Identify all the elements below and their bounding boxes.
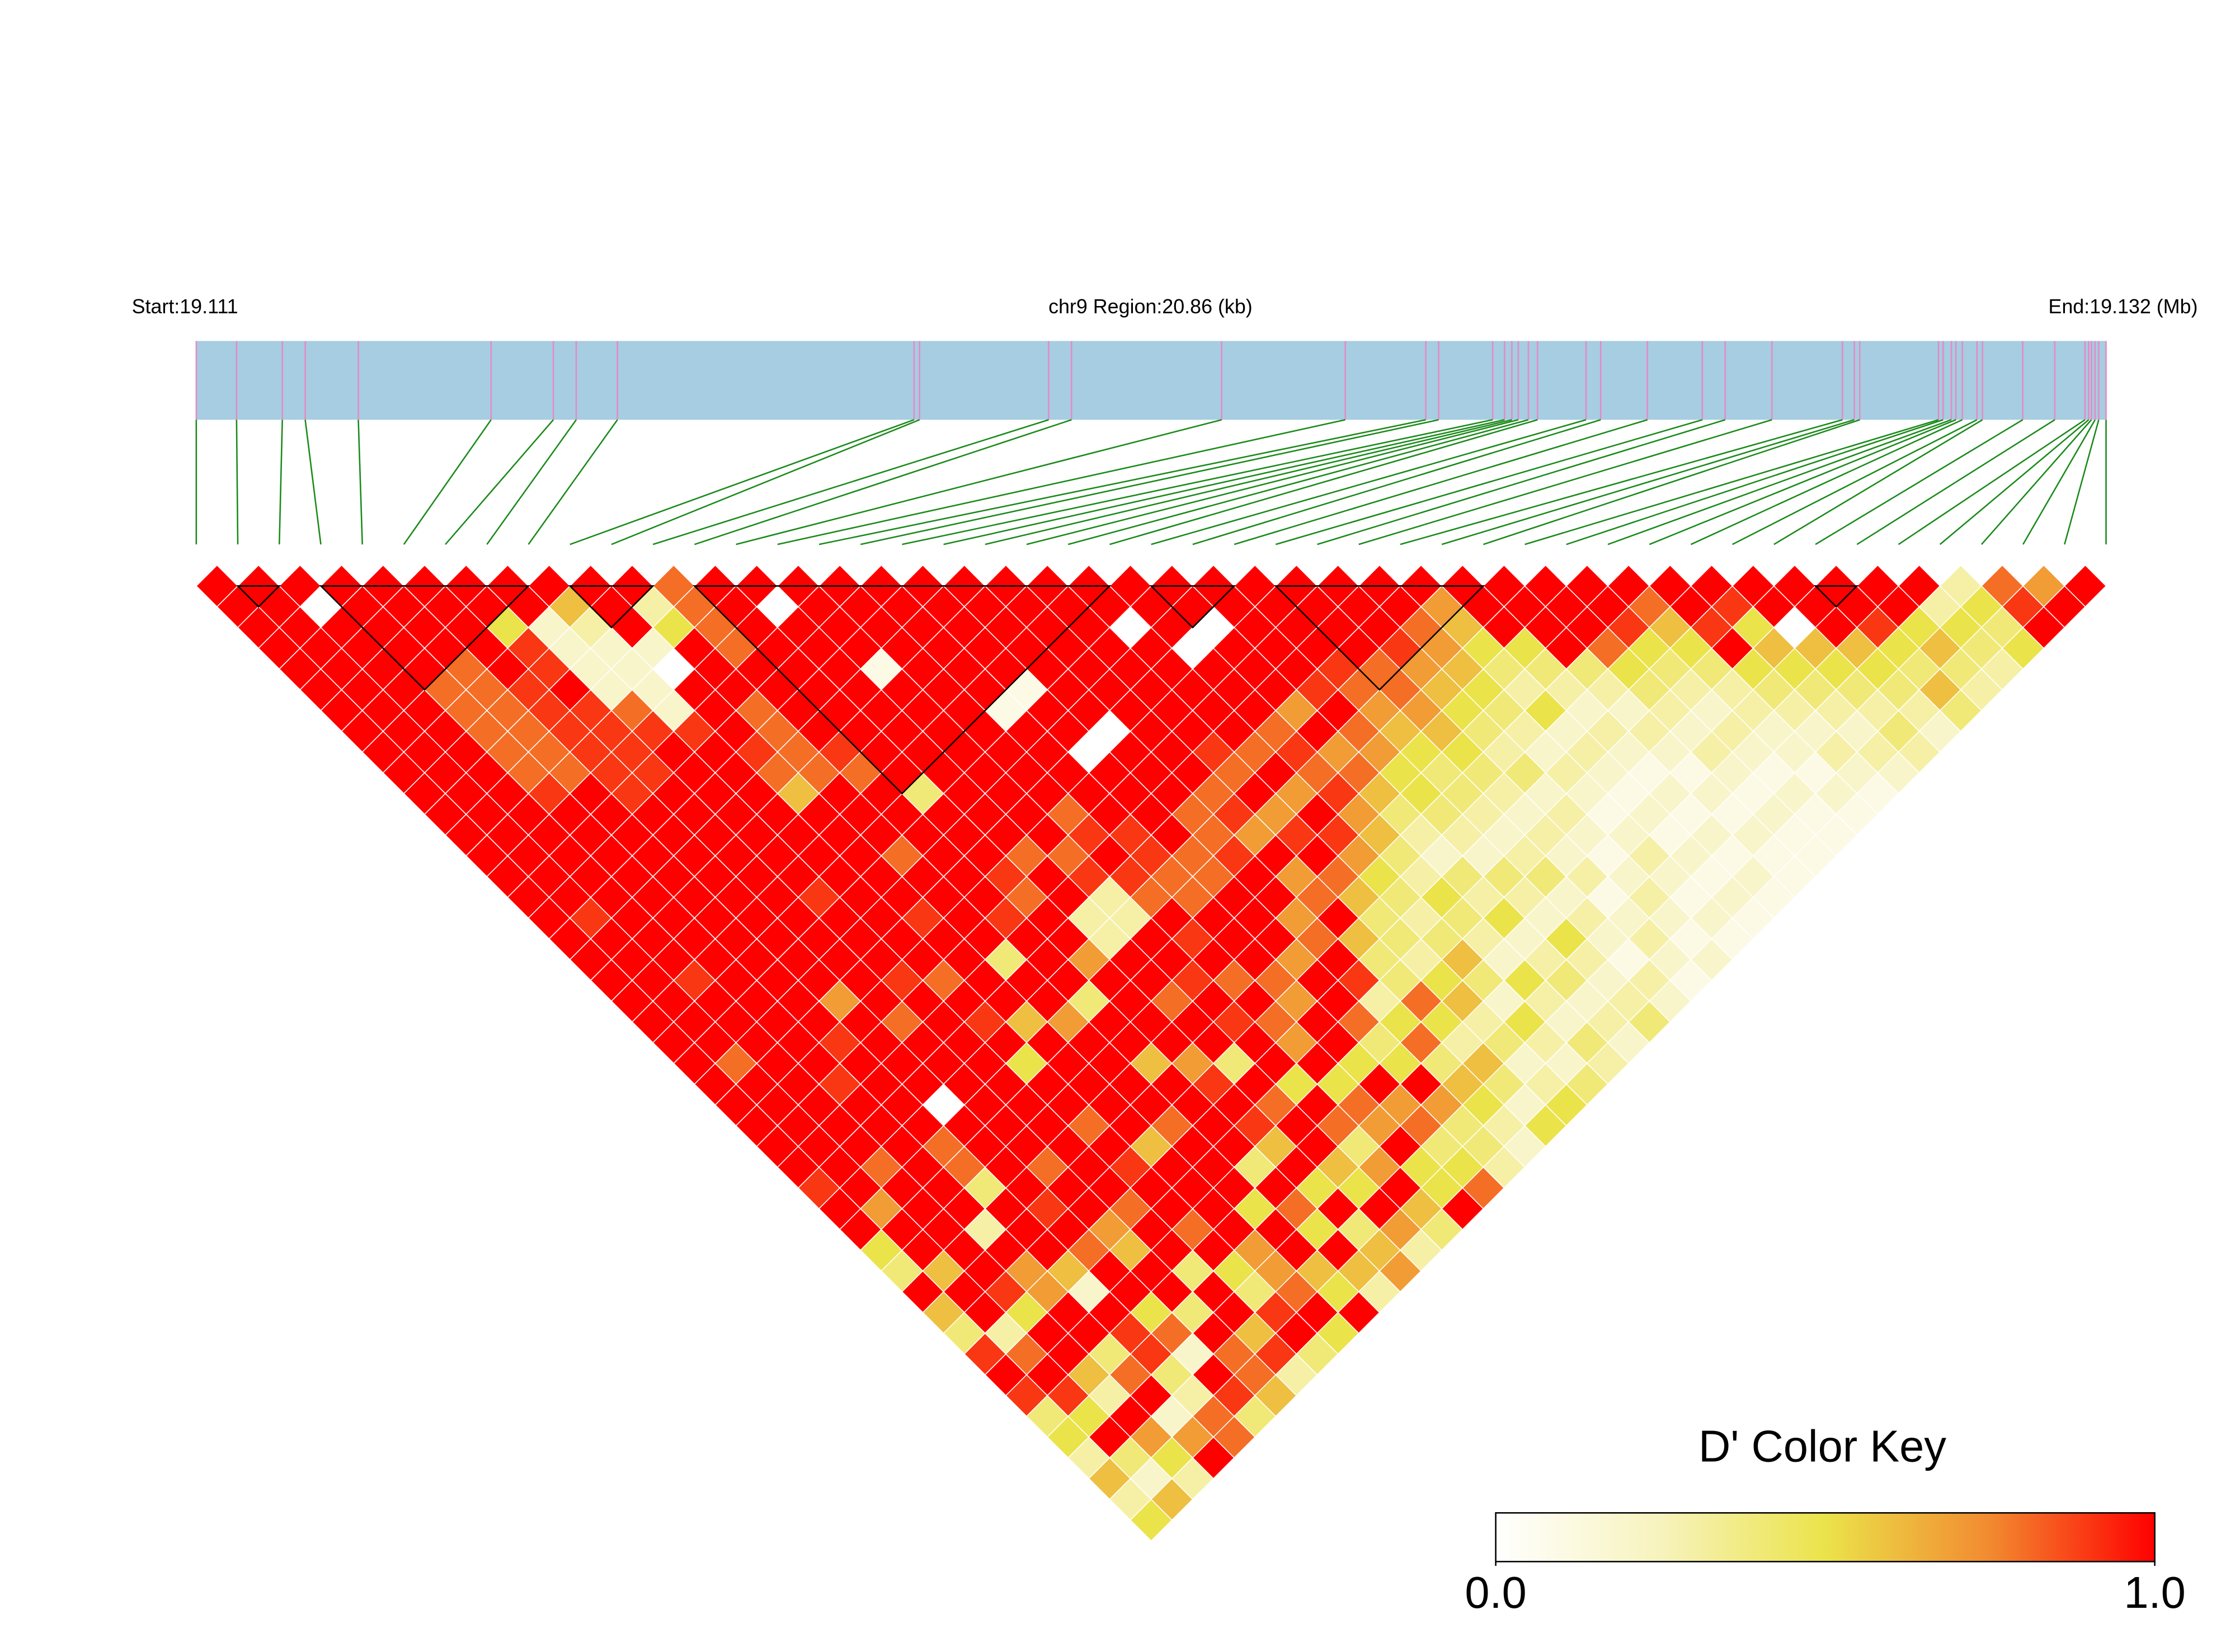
snp-connector bbox=[1400, 419, 1843, 545]
snp-connector bbox=[1607, 419, 1952, 545]
snp-connector bbox=[1192, 419, 1601, 545]
snp-connector bbox=[1358, 419, 1772, 545]
snp-connector bbox=[1441, 419, 1855, 545]
snp-connector bbox=[943, 419, 1505, 545]
snp-connector bbox=[1067, 419, 1529, 545]
snp-connector bbox=[1151, 419, 1587, 545]
snp-connector bbox=[1566, 419, 1944, 545]
snp-connector bbox=[1939, 419, 2090, 545]
snp-connector bbox=[902, 419, 1493, 545]
snp-connector bbox=[1275, 419, 1703, 545]
snp-connector bbox=[1815, 419, 2024, 545]
snp-connector bbox=[304, 420, 322, 545]
haplotype-block bbox=[1274, 585, 1485, 691]
region-label: chr9 Region:20.86 (kb) bbox=[1048, 295, 1253, 318]
ld-cell bbox=[2064, 564, 2107, 608]
haplotype-block bbox=[1149, 585, 1236, 629]
haplotype-block bbox=[236, 585, 281, 608]
haplotype-block bbox=[319, 585, 530, 691]
snp-connector bbox=[570, 419, 915, 545]
haplotype-block bbox=[1813, 585, 1859, 608]
snp-connector bbox=[236, 420, 239, 545]
snp-connector bbox=[445, 419, 554, 545]
snp-connector bbox=[860, 419, 1439, 545]
snp-connector bbox=[2022, 419, 2096, 545]
key-tick-label: 1.0 bbox=[2124, 1568, 2185, 1617]
snp-connector bbox=[1483, 419, 1860, 545]
region-bar bbox=[196, 341, 2106, 420]
color-key bbox=[1495, 1512, 2156, 1562]
snp-connector bbox=[1732, 419, 1978, 545]
snp-connector bbox=[528, 419, 618, 545]
snp-connector bbox=[1980, 419, 2092, 545]
end-label: End:19.132 (Mb) bbox=[2048, 295, 2198, 318]
snp-connector bbox=[985, 419, 1512, 545]
snp-connector bbox=[694, 419, 1072, 545]
snp-connector bbox=[818, 419, 1426, 545]
snp-connector bbox=[1690, 419, 1963, 545]
snp-connector bbox=[1856, 419, 2055, 545]
key-title: D' Color Key bbox=[1698, 1422, 1946, 1471]
start-label: Start:19.111 bbox=[132, 295, 238, 318]
snp-connector bbox=[736, 419, 1222, 545]
snp-connector bbox=[1234, 419, 1648, 545]
snp-connector bbox=[403, 419, 492, 545]
snp-connector bbox=[1898, 419, 2086, 545]
snp-connector bbox=[1649, 419, 1956, 545]
snp-connector bbox=[486, 419, 577, 545]
haplotype-block bbox=[568, 585, 655, 629]
key-tick-label: 0.0 bbox=[1465, 1568, 1526, 1617]
snp-connector bbox=[777, 419, 1345, 545]
snp-connector bbox=[1773, 419, 1983, 545]
haplotype-block bbox=[693, 585, 1112, 795]
snp-connector bbox=[1524, 419, 1939, 545]
snp-connector bbox=[611, 419, 920, 545]
snp-connector bbox=[652, 419, 1049, 545]
snp-connector bbox=[2064, 420, 2100, 545]
snp-connector bbox=[278, 420, 283, 545]
snp-connector bbox=[1317, 419, 1726, 545]
snp-connector bbox=[1026, 419, 1519, 545]
snp-connector bbox=[1109, 419, 1538, 545]
snp-connector bbox=[357, 420, 363, 545]
